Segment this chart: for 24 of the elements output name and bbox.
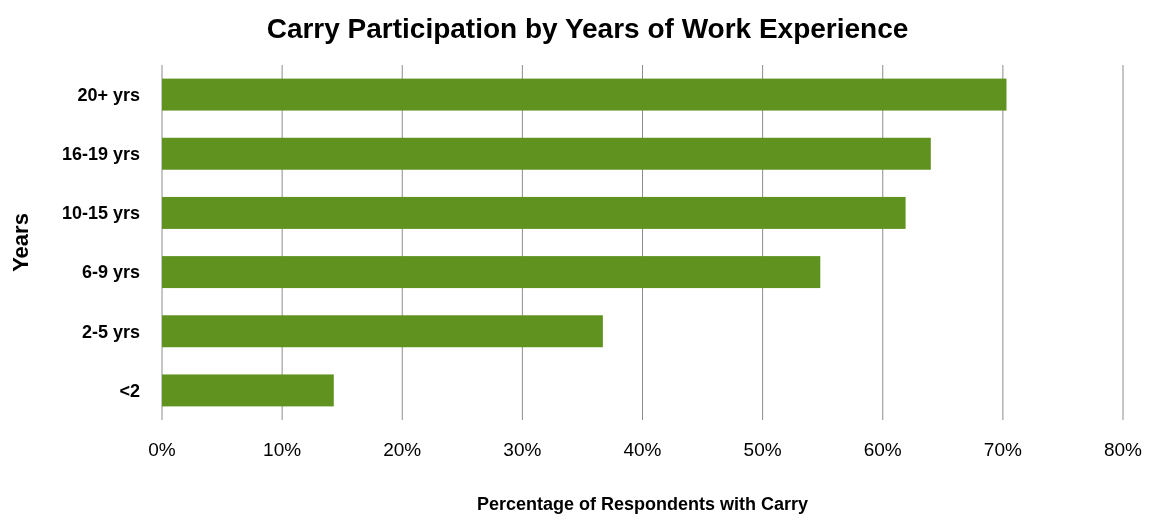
x-tick-label: 80%: [1103, 439, 1143, 460]
bar: [162, 196, 906, 229]
y-tick-label: 20+ yrs: [77, 84, 140, 105]
y-tick-label: 2-5 yrs: [81, 321, 140, 342]
chart-title: Carry Participation by Years of Work Experience: [266, 13, 909, 44]
x-axis-title: Percentage of Respondents with Carry: [476, 494, 809, 514]
x-tick-label: 60%: [863, 439, 902, 460]
y-tick-label: 6-9 yrs: [81, 262, 140, 283]
x-tick-label: 20%: [383, 439, 422, 460]
bar: [162, 315, 603, 348]
x-tick-label: 70%: [983, 439, 1022, 460]
bar: [162, 137, 931, 170]
y-tick-label: 10-15 yrs: [61, 203, 140, 224]
x-tick-label: 0%: [148, 439, 176, 460]
bar: [162, 256, 821, 289]
x-tick-label: 30%: [503, 439, 542, 460]
y-axis-title: Years: [8, 213, 33, 272]
y-tick-label: <2: [119, 380, 140, 401]
x-tick-label: 40%: [623, 439, 662, 460]
x-tick-label: 10%: [263, 439, 302, 460]
y-tick-label: 16-19 yrs: [61, 144, 140, 165]
x-tick-label: 50%: [743, 439, 782, 460]
bar: [162, 78, 1007, 111]
bar: [162, 374, 334, 407]
